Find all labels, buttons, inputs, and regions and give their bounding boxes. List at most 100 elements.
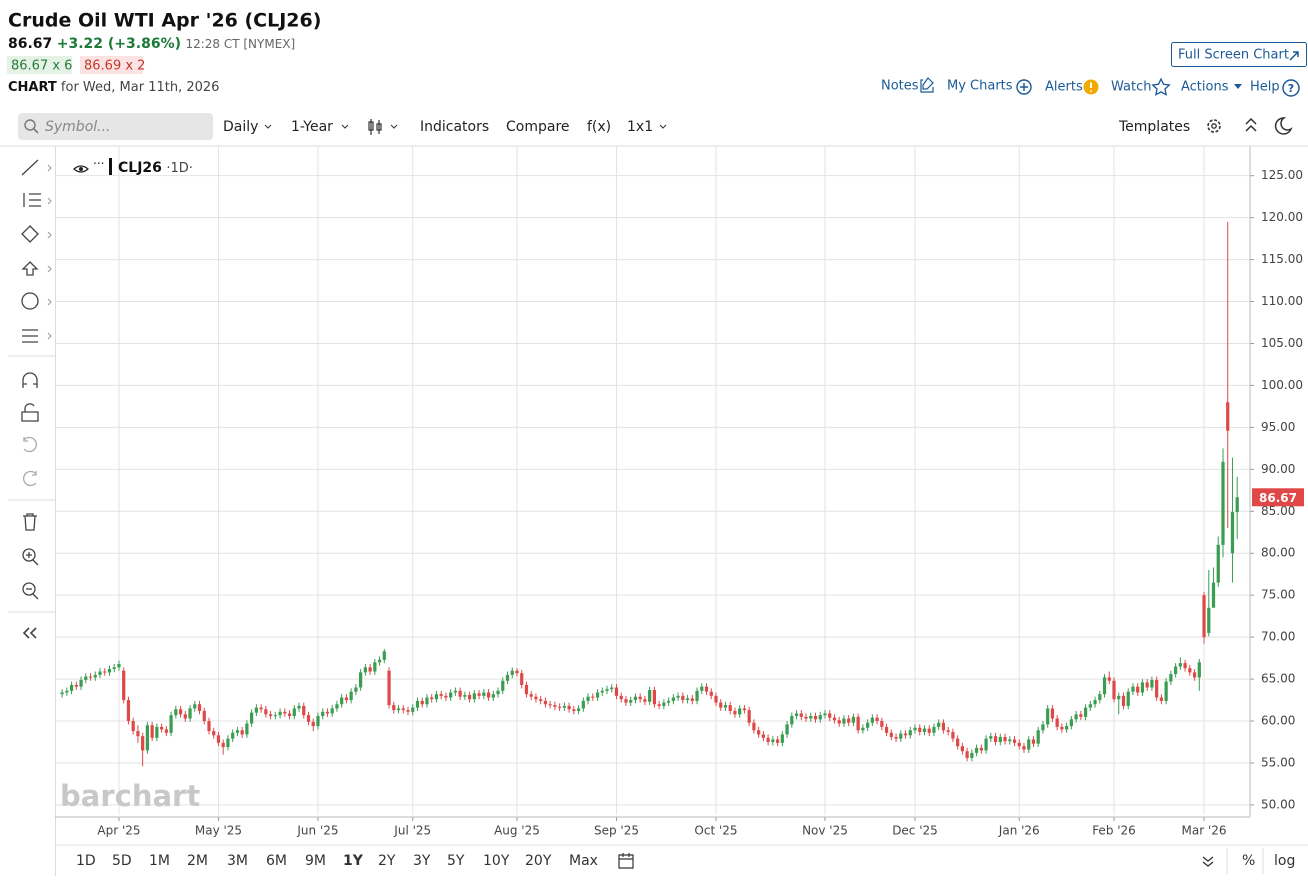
- candle-body: [278, 711, 282, 716]
- candle-body: [1202, 595, 1206, 638]
- zoom-in-tool[interactable]: [22, 548, 36, 562]
- timeframe-button[interactable]: 2Y: [378, 853, 396, 869]
- full-screen-button[interactable]: [1171, 42, 1307, 67]
- candle-body: [1140, 682, 1145, 693]
- nav-my-charts[interactable]: My Charts: [947, 79, 1013, 94]
- fib-tool[interactable]: [23, 193, 41, 207]
- delete-tool[interactable]: [23, 513, 37, 531]
- candle-body: [207, 721, 211, 732]
- timeframe-button[interactable]: 1D: [76, 853, 96, 869]
- y-tick-label: 85.00: [1261, 504, 1295, 518]
- range-select[interactable]: 1-Year: [291, 119, 333, 135]
- nav-help[interactable]: Help: [1250, 80, 1280, 95]
- undo-tool[interactable]: [23, 436, 38, 453]
- calendar-icon[interactable]: [618, 853, 634, 869]
- timeframe-button[interactable]: 5Y: [447, 853, 465, 869]
- candle-body: [340, 697, 344, 705]
- collapse-sidebar[interactable]: [22, 627, 37, 639]
- candle-body: [520, 673, 524, 685]
- watch-icon: [1151, 77, 1171, 96]
- timeframe-button[interactable]: Max: [569, 853, 598, 869]
- timeframe-button[interactable]: 2M: [187, 853, 208, 869]
- actions-caret: [1234, 84, 1242, 89]
- candle-body: [861, 727, 865, 731]
- function-button[interactable]: f(x): [587, 119, 611, 135]
- log-toggle[interactable]: log: [1274, 853, 1295, 869]
- candle-body: [543, 700, 548, 705]
- timeframe-button[interactable]: 1M: [149, 853, 170, 869]
- nav-alerts[interactable]: Alerts: [1045, 80, 1083, 95]
- templates-button[interactable]: Templates: [1118, 119, 1190, 135]
- candle-body: [605, 689, 609, 691]
- full-screen-label[interactable]: Full Screen Chart: [1178, 48, 1289, 63]
- lines-tool[interactable]: [22, 329, 38, 343]
- timeframe-button[interactable]: 3Y: [413, 853, 431, 869]
- candle-body: [662, 702, 666, 706]
- layout-select[interactable]: 1x1: [627, 119, 653, 135]
- nav-watch[interactable]: Watch: [1111, 80, 1151, 95]
- candle-body: [411, 707, 415, 712]
- search-box[interactable]: [18, 113, 213, 140]
- chart-type-icon[interactable]: [368, 119, 382, 135]
- compare-button[interactable]: Compare: [506, 119, 570, 135]
- expand-icon[interactable]: [1202, 856, 1214, 867]
- candle-body: [581, 700, 585, 709]
- candle-body: [804, 716, 808, 719]
- candle-body: [633, 696, 638, 701]
- candle-body: [510, 670, 514, 675]
- candle-body: [250, 712, 254, 724]
- lock-tool[interactable]: [21, 403, 39, 422]
- timeframe-button[interactable]: 1Y: [343, 853, 364, 869]
- shape-tool[interactable]: [21, 225, 39, 243]
- interval-select[interactable]: Daily: [223, 119, 258, 135]
- x-tick-label: Jul '25: [393, 824, 431, 838]
- timeframe-button[interactable]: 9M: [305, 853, 326, 869]
- candle-body: [226, 738, 230, 748]
- candle-body: [231, 732, 235, 739]
- legend-menu[interactable]: ···: [93, 157, 104, 171]
- candle-body: [700, 686, 704, 691]
- candle-body: [425, 697, 429, 705]
- candle-body: [472, 693, 476, 700]
- nav-notes[interactable]: Notes: [881, 79, 919, 94]
- zoom-out-tool[interactable]: [22, 582, 36, 596]
- candle-body: [141, 736, 145, 751]
- visibility-icon[interactable]: [73, 165, 89, 173]
- candle-body: [757, 730, 761, 735]
- timeframe-button[interactable]: 6M: [266, 853, 287, 869]
- percent-toggle[interactable]: %: [1242, 853, 1255, 869]
- page-title: Crude Oil WTI Apr '26 (CLJ26): [8, 10, 321, 32]
- magnet-tool[interactable]: [22, 372, 38, 388]
- trendline-tool[interactable]: [21, 159, 39, 176]
- candle-body: [88, 676, 93, 678]
- candle-body: [363, 667, 367, 673]
- search-icon: [24, 119, 36, 131]
- annotation-tool[interactable]: [21, 292, 39, 310]
- candle-body: [1192, 672, 1197, 678]
- redo-tool[interactable]: [22, 470, 37, 487]
- candle-body: [1022, 746, 1026, 750]
- timeframe-button[interactable]: 10Y: [483, 853, 510, 869]
- timeframe-button[interactable]: 5D: [112, 853, 132, 869]
- search-placeholder[interactable]: Symbol...: [45, 119, 111, 135]
- candle-body: [728, 705, 732, 711]
- candle-body: [406, 710, 410, 712]
- last-price-label: 86.67: [1259, 491, 1297, 505]
- legend-symbol: CLJ26: [118, 160, 162, 176]
- candle-body: [1211, 582, 1216, 608]
- indicators-button[interactable]: Indicators: [420, 119, 489, 135]
- arrow-tool[interactable]: [21, 261, 39, 276]
- candle-body: [984, 738, 988, 751]
- candle-body: [283, 711, 287, 714]
- timeframe-button[interactable]: 3M: [227, 853, 248, 869]
- candle-body: [771, 739, 775, 743]
- timeframe-button[interactable]: 20Y: [525, 853, 552, 869]
- settings-icon[interactable]: [1207, 119, 1221, 133]
- collapse-icon[interactable]: [1245, 117, 1257, 132]
- candle-body: [1117, 695, 1121, 700]
- nav-actions[interactable]: Actions: [1181, 80, 1229, 95]
- candle-body: [932, 726, 936, 733]
- theme-icon[interactable]: [1274, 117, 1293, 135]
- price-change: +3.22 (+3.86%): [57, 36, 181, 52]
- candle-body: [524, 684, 529, 695]
